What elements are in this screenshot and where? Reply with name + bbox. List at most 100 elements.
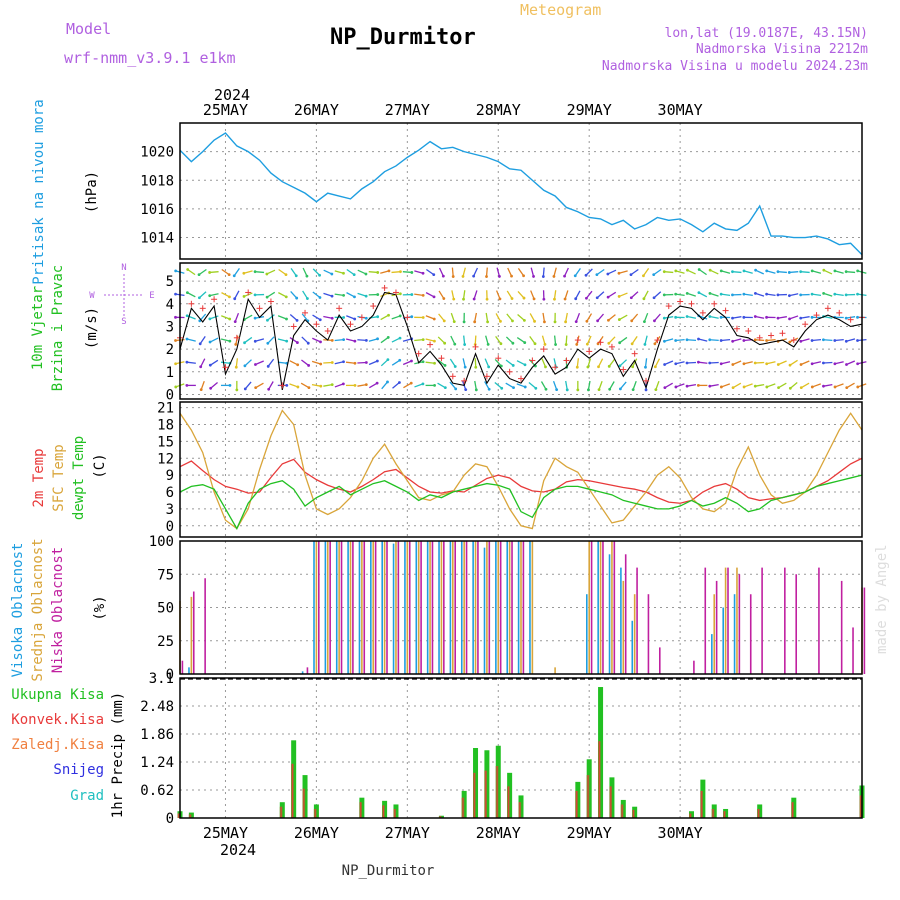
wind-arrow-head bbox=[753, 361, 757, 365]
wind-arrow-head bbox=[199, 365, 203, 369]
ytick-label: 1.24 bbox=[140, 755, 174, 771]
wind-arrow-head bbox=[511, 341, 515, 345]
wind-arrow-head bbox=[663, 386, 667, 390]
wind-arrow bbox=[553, 267, 557, 277]
wind-arrow bbox=[346, 292, 355, 298]
wind-arrow bbox=[789, 271, 799, 274]
wind-arrow bbox=[721, 270, 731, 274]
wind-arrow bbox=[755, 292, 765, 297]
wind-arrow-head bbox=[719, 315, 723, 319]
wind-arrow bbox=[301, 313, 309, 322]
wind-arrow bbox=[267, 314, 275, 321]
wind-arrow-head bbox=[776, 316, 780, 320]
wind-arrow bbox=[789, 315, 799, 320]
wind-arrow-head bbox=[421, 360, 425, 364]
wind-arrow-head bbox=[399, 270, 402, 274]
wind-arrow-head bbox=[462, 320, 466, 324]
wind-arrow bbox=[529, 336, 536, 345]
wind-arrow bbox=[619, 359, 628, 367]
wind-arrow-head bbox=[228, 339, 232, 343]
wind-arrow bbox=[220, 361, 231, 364]
wind-arrow-head bbox=[462, 297, 465, 301]
wind-arrow-head bbox=[198, 319, 202, 323]
wind-arrow bbox=[800, 271, 810, 274]
wind-arrow-head bbox=[441, 274, 445, 278]
wind-arrow-head bbox=[584, 273, 588, 277]
wind-arrow bbox=[619, 381, 627, 390]
wind-arrow-head bbox=[197, 296, 201, 300]
wind-arrow-head bbox=[654, 388, 658, 392]
wind-arrow-head bbox=[398, 381, 401, 384]
wind-arrow bbox=[506, 313, 513, 322]
wind-arrow-head bbox=[208, 271, 212, 274]
wind-arrow-head bbox=[618, 341, 622, 345]
wind-arrow-head bbox=[174, 362, 178, 366]
wind-arrow-head bbox=[421, 293, 425, 297]
wind-arrow-head bbox=[523, 385, 527, 389]
wind-arrow bbox=[812, 361, 822, 365]
wind-arrow-head bbox=[499, 342, 503, 346]
wind-arrow bbox=[517, 290, 525, 299]
wind-arrow-head bbox=[410, 271, 414, 274]
wind-arrow-head bbox=[341, 382, 345, 386]
low-cloud-ylabel: Niska Oblacnost bbox=[50, 547, 66, 673]
wind-arrow bbox=[834, 361, 844, 365]
wind-arrow-head bbox=[295, 296, 299, 300]
wind-arrow bbox=[664, 382, 673, 389]
wind-arrow bbox=[289, 360, 298, 366]
wind-arrow bbox=[575, 312, 581, 322]
wind-arrow bbox=[243, 270, 253, 274]
wind-arrow-head bbox=[523, 341, 527, 344]
wind-arrow bbox=[391, 315, 401, 320]
precip-ylabel-main: 1hr Precip bbox=[110, 734, 126, 818]
ytick-label: 3 bbox=[166, 502, 174, 518]
wind-arrow-head bbox=[544, 387, 548, 391]
day-label-top: 29MAY bbox=[567, 101, 612, 119]
pressure-line bbox=[179, 132, 863, 256]
wind-arrow-head bbox=[685, 361, 689, 365]
wind-arrow bbox=[709, 383, 719, 387]
wind-arrow bbox=[632, 358, 638, 368]
wind-arrow-head bbox=[844, 270, 848, 274]
wind-arrow bbox=[630, 291, 639, 299]
wind-arrow bbox=[451, 290, 455, 300]
wind-arrow bbox=[766, 383, 776, 388]
wind-arrow bbox=[834, 383, 844, 388]
ytick-label: 5 bbox=[166, 274, 174, 290]
wind-arrow-head bbox=[788, 340, 792, 344]
wind-arrow-head bbox=[227, 273, 231, 277]
wind-arrow bbox=[542, 312, 546, 322]
wind-arrow-head bbox=[387, 269, 391, 273]
wind-arrow-head bbox=[541, 275, 545, 278]
wind-arrow-head bbox=[719, 385, 723, 389]
wind-arrow-head bbox=[443, 341, 447, 345]
wind-arrow bbox=[426, 268, 435, 276]
wind-arrow-head bbox=[485, 297, 489, 301]
wind-arrow-head bbox=[353, 384, 357, 387]
ytick-label: 1.86 bbox=[140, 727, 174, 743]
wind-arrow bbox=[619, 336, 628, 344]
wind-arrow bbox=[473, 290, 478, 300]
wind-arrow bbox=[402, 271, 412, 274]
wind-arrow bbox=[607, 291, 617, 298]
wind-arrow bbox=[368, 360, 378, 366]
wind-arrow bbox=[565, 380, 568, 390]
wind-arrow bbox=[290, 268, 297, 277]
wind-arrow-head bbox=[696, 384, 700, 387]
wind-arrow bbox=[743, 361, 753, 365]
temp-unit: (C) bbox=[92, 453, 108, 478]
legend-zaledj: Zaledj.Kisa bbox=[11, 737, 104, 753]
wind-arrow bbox=[357, 269, 367, 275]
wind-arrow-head bbox=[596, 319, 600, 323]
wind-arrow bbox=[766, 338, 776, 342]
wind-arrow bbox=[244, 359, 252, 367]
wind-arrow-head bbox=[662, 293, 666, 297]
wind-arrow-head bbox=[185, 384, 189, 387]
wind-arrow-head bbox=[330, 338, 334, 342]
wind-arrow-head bbox=[629, 296, 633, 300]
wind-arrow bbox=[391, 337, 401, 343]
wind-arrow bbox=[505, 382, 514, 389]
wind-arrow-head bbox=[617, 318, 621, 321]
wind-arrow bbox=[516, 383, 526, 388]
wind-arrow-head bbox=[553, 297, 556, 301]
